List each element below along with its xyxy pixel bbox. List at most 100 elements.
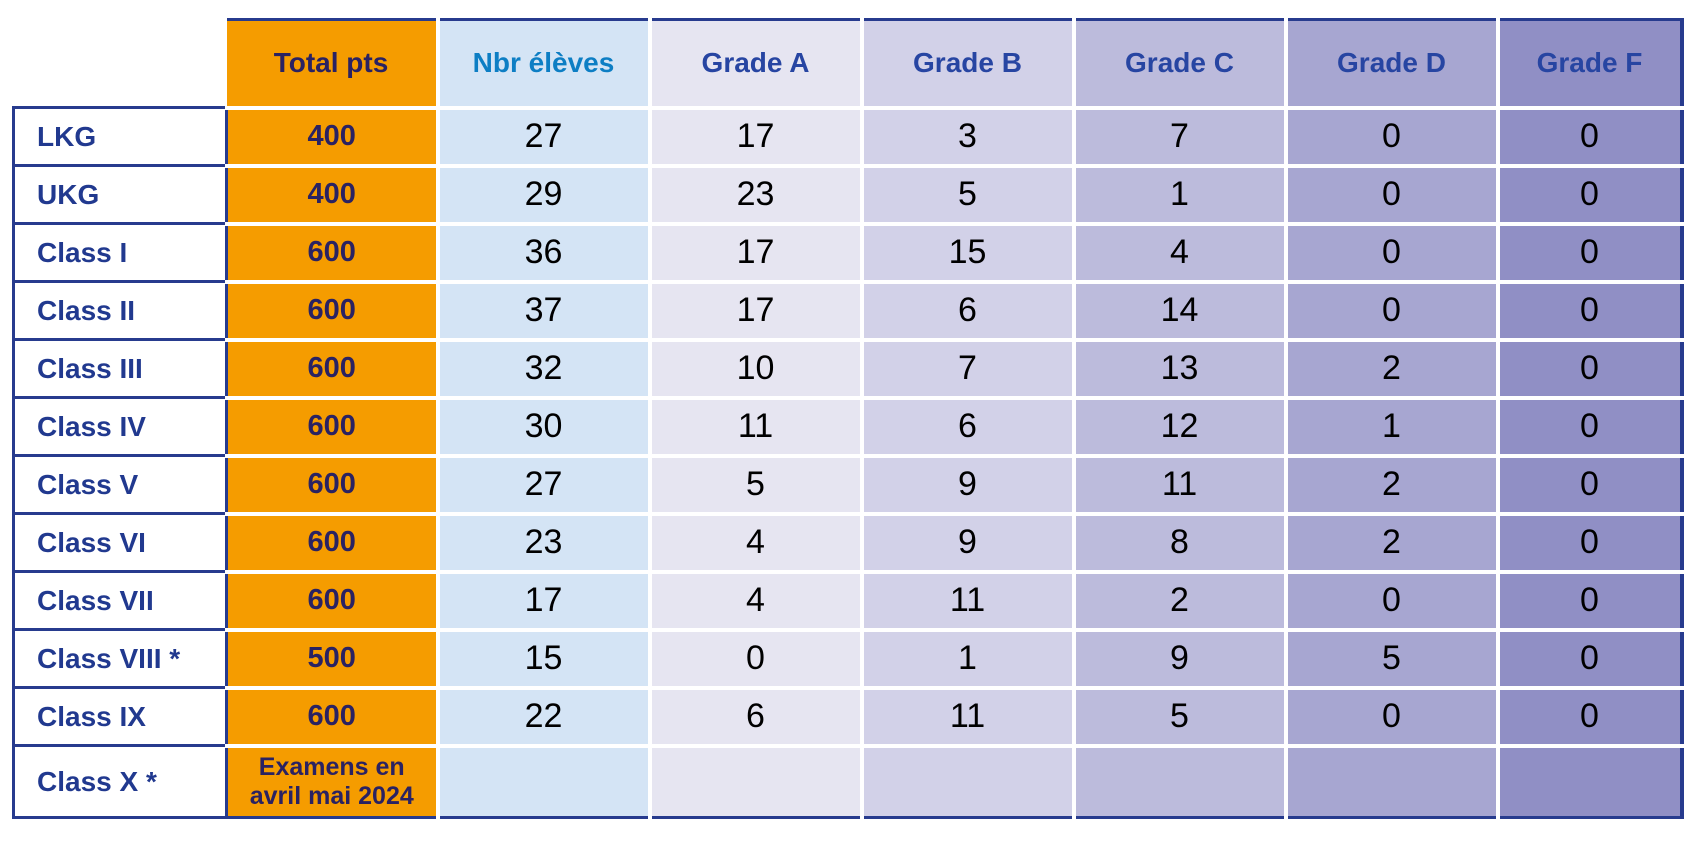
grade-cell: 17 [649,223,864,284]
row-label: Class V [12,454,228,515]
grade-cell: 0 [1285,687,1500,748]
grade-cell: 10 [649,339,864,400]
grade-cell [1497,745,1684,819]
grades-table-container: Total pts Nbr élèves Grade A Grade B Grade C… [12,18,1684,819]
table-row: Class III 600 32 10 7 13 2 0 [12,338,1684,400]
grade-cell: 2 [1285,513,1500,574]
grade-cell: 0 [1497,687,1684,748]
grade-cell: 9 [861,455,1076,516]
grade-cell: 11 [1073,455,1288,516]
total-pts-cell: 600 [226,339,440,400]
grade-cell: 27 [437,455,652,516]
grade-cell: 17 [649,281,864,342]
grade-cell: 14 [1073,281,1288,342]
table-row: Class IX 600 22 6 11 5 0 0 [12,686,1684,748]
grade-cell: 2 [1285,339,1500,400]
grade-cell: 17 [649,107,864,168]
table-row: LKG 400 27 17 3 7 0 0 [12,106,1684,168]
column-header-cell: Grade C [1073,18,1288,110]
grade-cell: 13 [1073,339,1288,400]
grade-cell: 4 [649,513,864,574]
grade-cell: 0 [1285,223,1500,284]
grade-cell: 7 [1073,107,1288,168]
grades-table: Total pts Nbr élèves Grade A Grade B Grade C… [12,18,1684,819]
total-pts-cell: 600 [226,571,440,632]
grade-cell: 2 [1285,455,1500,516]
grade-cell: 5 [1073,687,1288,748]
row-label: UKG [12,164,228,225]
table-row: Class IV 600 30 11 6 12 1 0 [12,396,1684,458]
total-pts-cell: 400 [226,107,440,168]
grade-cell: 6 [861,281,1076,342]
column-header-cell: Grade D [1285,18,1500,110]
total-pts-cell: 600 [226,397,440,458]
grade-cell: 12 [1073,397,1288,458]
row-label: Class III [12,338,228,399]
grade-cell: 0 [1497,223,1684,284]
row-label: LKG [12,106,228,167]
grade-cell: 37 [437,281,652,342]
grade-cell: 0 [1497,281,1684,342]
grade-cell: 17 [437,571,652,632]
table-row: UKG 400 29 23 5 1 0 0 [12,164,1684,226]
total-pts-cell: 600 [226,223,440,284]
grade-cell: 0 [1497,629,1684,690]
grade-cell: 4 [1073,223,1288,284]
grade-cell [437,745,652,819]
table-body: LKG 400 27 17 3 7 0 0 UKG 400 29 23 5 1 0 0 Class … [12,106,1684,819]
grade-cell: 0 [1285,107,1500,168]
grade-cell: 4 [649,571,864,632]
grade-cell: 11 [649,397,864,458]
column-header-cell: Total pts [226,18,440,110]
grade-cell: 6 [861,397,1076,458]
grade-cell: 11 [861,687,1076,748]
total-pts-cell: 600 [226,455,440,516]
grade-cell: 5 [861,165,1076,226]
table-row: Class VII 600 17 4 11 2 0 0 [12,570,1684,632]
grade-cell: 23 [649,165,864,226]
grade-cell: 1 [1285,397,1500,458]
grade-cell: 36 [437,223,652,284]
grade-cell: 0 [1497,571,1684,632]
grade-cell [649,745,864,819]
grade-cell: 0 [1285,571,1500,632]
total-pts-cell: 600 [226,281,440,342]
grade-cell: 0 [649,629,864,690]
grade-cell: 1 [861,629,1076,690]
grade-cell: 0 [1497,107,1684,168]
column-header-cell: Nbr élèves [437,18,652,110]
grade-cell: 3 [861,107,1076,168]
grade-cell [1285,745,1500,819]
grade-cell: 0 [1497,397,1684,458]
column-header-cell: Grade A [649,18,864,110]
grade-cell: 5 [649,455,864,516]
total-pts-cell: 600 [226,513,440,574]
grade-cell: 5 [1285,629,1500,690]
grade-cell: 1 [1073,165,1288,226]
grade-cell: 23 [437,513,652,574]
grade-cell: 0 [1497,165,1684,226]
table-row: Class X * Examens en avril mai 2024 [12,744,1684,819]
grade-cell: 15 [437,629,652,690]
table-row: Class I 600 36 17 15 4 0 0 [12,222,1684,284]
row-label: Class X * [12,744,228,819]
grade-cell: 22 [437,687,652,748]
grade-cell: 30 [437,397,652,458]
table-row: Class II 600 37 17 6 14 0 0 [12,280,1684,342]
grade-cell: 32 [437,339,652,400]
total-pts-cell: 400 [226,165,440,226]
grade-cell: 0 [1285,281,1500,342]
total-pts-cell: 500 [226,629,440,690]
row-label: Class IV [12,396,228,457]
grade-cell [861,745,1076,819]
total-pts-cell: 600 [226,687,440,748]
grade-cell: 11 [861,571,1076,632]
column-header-cell: Grade B [861,18,1076,110]
grade-cell: 6 [649,687,864,748]
grade-cell: 0 [1285,165,1500,226]
grade-cell: 29 [437,165,652,226]
grade-cell: 15 [861,223,1076,284]
row-label: Class VIII * [12,628,228,689]
table-row: Class VIII * 500 15 0 1 9 5 0 [12,628,1684,690]
row-label: Class I [12,222,228,283]
